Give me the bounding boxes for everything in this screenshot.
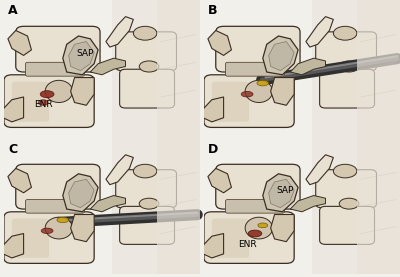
Polygon shape <box>269 42 294 71</box>
FancyBboxPatch shape <box>4 212 94 263</box>
Polygon shape <box>71 214 94 242</box>
Ellipse shape <box>57 217 69 223</box>
FancyBboxPatch shape <box>212 219 249 258</box>
Polygon shape <box>271 78 294 105</box>
FancyBboxPatch shape <box>4 75 94 127</box>
Text: ENR: ENR <box>34 100 52 109</box>
Polygon shape <box>357 136 400 274</box>
Ellipse shape <box>333 164 357 178</box>
FancyBboxPatch shape <box>26 62 84 76</box>
Ellipse shape <box>339 198 359 209</box>
FancyBboxPatch shape <box>216 26 300 72</box>
FancyBboxPatch shape <box>226 199 284 213</box>
Polygon shape <box>208 30 232 55</box>
Ellipse shape <box>38 100 48 105</box>
FancyBboxPatch shape <box>12 82 49 122</box>
Ellipse shape <box>133 26 157 40</box>
Polygon shape <box>0 234 24 258</box>
Ellipse shape <box>333 26 357 40</box>
FancyBboxPatch shape <box>320 69 374 108</box>
FancyBboxPatch shape <box>116 32 176 71</box>
Polygon shape <box>90 196 126 212</box>
Polygon shape <box>63 36 98 75</box>
Polygon shape <box>112 0 200 138</box>
Polygon shape <box>69 42 94 71</box>
Ellipse shape <box>245 217 273 239</box>
Polygon shape <box>71 78 94 105</box>
Polygon shape <box>106 17 133 47</box>
Polygon shape <box>0 97 24 122</box>
Ellipse shape <box>257 80 269 86</box>
Polygon shape <box>157 0 204 138</box>
Polygon shape <box>357 0 400 138</box>
FancyBboxPatch shape <box>16 164 100 209</box>
Polygon shape <box>69 179 94 208</box>
Polygon shape <box>312 138 400 274</box>
Polygon shape <box>106 155 133 185</box>
Ellipse shape <box>248 230 262 237</box>
FancyBboxPatch shape <box>26 199 84 213</box>
Polygon shape <box>8 30 32 55</box>
Polygon shape <box>290 196 326 212</box>
Ellipse shape <box>41 228 53 234</box>
FancyBboxPatch shape <box>316 32 376 71</box>
FancyBboxPatch shape <box>204 75 294 127</box>
Ellipse shape <box>139 198 159 209</box>
Ellipse shape <box>245 80 273 102</box>
Polygon shape <box>306 155 333 185</box>
Ellipse shape <box>339 61 359 72</box>
Ellipse shape <box>45 217 73 239</box>
Text: SAP: SAP <box>277 186 294 195</box>
Polygon shape <box>200 97 224 122</box>
FancyBboxPatch shape <box>12 219 49 258</box>
Polygon shape <box>63 174 98 212</box>
Polygon shape <box>312 0 400 138</box>
Polygon shape <box>157 136 204 274</box>
Text: D: D <box>208 143 218 156</box>
Ellipse shape <box>45 80 73 102</box>
Ellipse shape <box>241 91 253 97</box>
FancyBboxPatch shape <box>116 170 176 208</box>
Polygon shape <box>208 168 232 193</box>
Polygon shape <box>263 174 298 212</box>
FancyBboxPatch shape <box>316 170 376 208</box>
Ellipse shape <box>133 164 157 178</box>
Ellipse shape <box>139 61 159 72</box>
FancyBboxPatch shape <box>226 62 284 76</box>
Polygon shape <box>271 214 294 242</box>
Polygon shape <box>306 17 333 47</box>
Polygon shape <box>290 58 326 75</box>
Text: B: B <box>208 4 218 17</box>
Text: ENR: ENR <box>238 240 256 249</box>
Text: SAP: SAP <box>77 49 94 58</box>
Ellipse shape <box>40 91 54 98</box>
FancyBboxPatch shape <box>120 69 174 108</box>
Polygon shape <box>112 138 200 274</box>
Polygon shape <box>263 36 298 75</box>
Polygon shape <box>8 168 32 193</box>
FancyBboxPatch shape <box>204 212 294 263</box>
FancyBboxPatch shape <box>16 26 100 72</box>
Text: C: C <box>8 143 17 156</box>
Polygon shape <box>200 234 224 258</box>
Polygon shape <box>90 58 126 75</box>
FancyBboxPatch shape <box>120 206 174 244</box>
FancyBboxPatch shape <box>212 82 249 122</box>
Text: A: A <box>8 4 18 17</box>
Polygon shape <box>269 179 294 208</box>
Ellipse shape <box>258 223 268 228</box>
FancyBboxPatch shape <box>216 164 300 209</box>
FancyBboxPatch shape <box>320 206 374 244</box>
